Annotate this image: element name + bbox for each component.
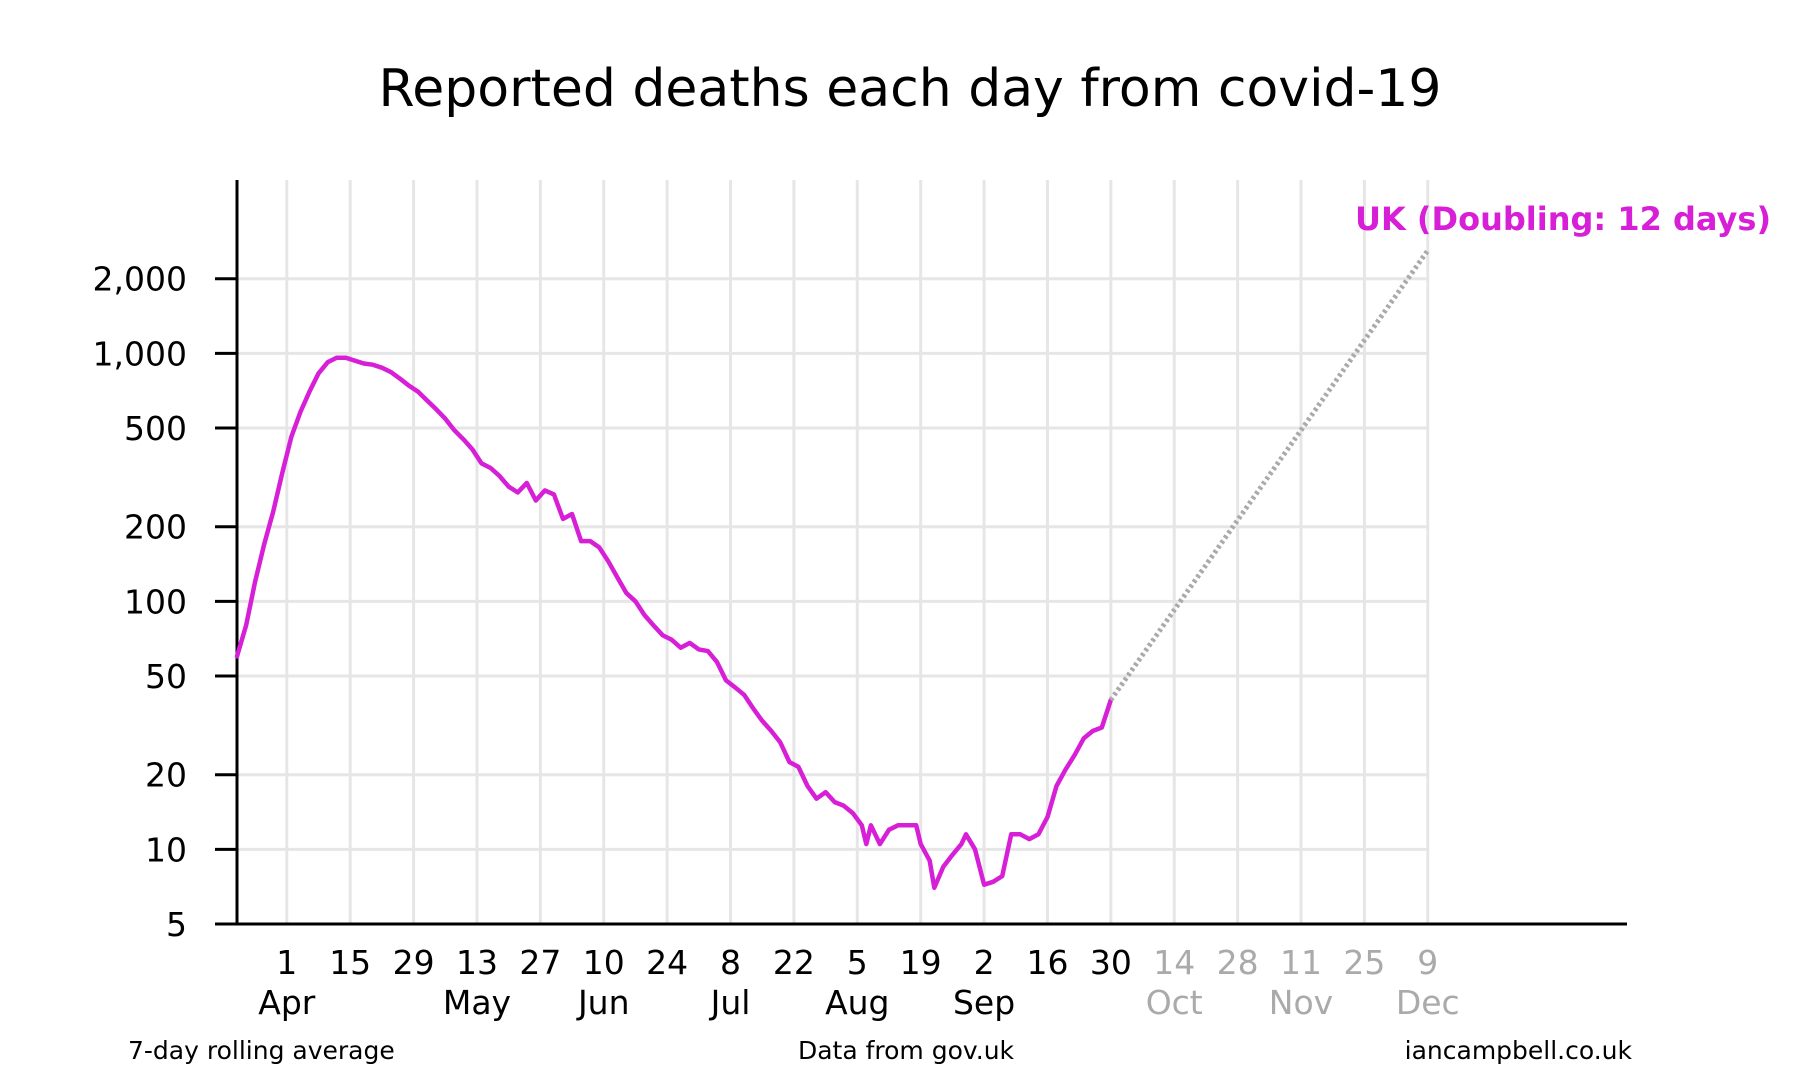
x-tick-day-label: 29 (393, 943, 435, 982)
x-tick-day-label: 22 (773, 943, 815, 982)
footer-data-source: Data from gov.uk (798, 1036, 1015, 1065)
y-tick-label: 10 (145, 830, 187, 869)
footer-rolling-average: 7-day rolling average (128, 1036, 395, 1065)
series-line-uk (234, 355, 1114, 891)
footer-site: iancampbell.co.uk (1405, 1036, 1633, 1065)
x-tick-month-label: Sep (953, 983, 1015, 1022)
axes (235, 180, 1627, 926)
x-tick-day-label: 8 (720, 943, 741, 982)
y-tick-label: 5 (166, 905, 187, 944)
series-label-uk: UK (Doubling: 12 days) (1355, 200, 1771, 238)
x-tick-day-label: 9 (1417, 943, 1438, 982)
y-tick-label: 50 (145, 657, 187, 696)
x-tick-month-label: Apr (258, 983, 316, 1022)
x-tick-month-label: Dec (1396, 983, 1460, 1022)
chart-title: Reported deaths each day from covid-19 (379, 59, 1442, 119)
x-tick-month-label: Aug (825, 983, 889, 1022)
x-tick-day-label: 15 (329, 943, 371, 982)
x-tick-day-label: 19 (900, 943, 942, 982)
x-tick-day-label: 5 (847, 943, 868, 982)
x-tick-day-label: 1 (276, 943, 297, 982)
x-tick-day-label: 10 (583, 943, 625, 982)
y-tick-label: 20 (145, 756, 187, 795)
y-tick-label: 2,000 (93, 260, 187, 299)
y-tick-label: 1,000 (93, 334, 187, 373)
x-tick-month-label: Jul (709, 983, 751, 1022)
grid (237, 180, 1430, 924)
x-tick-day-label: 14 (1153, 943, 1195, 982)
y-tick-label: 200 (124, 508, 187, 547)
x-tick-day-label: 25 (1343, 943, 1385, 982)
x-tick-day-label: 13 (456, 943, 498, 982)
x-tick-day-label: 2 (974, 943, 995, 982)
x-tick-day-label: 16 (1026, 943, 1068, 982)
y-axis-ticks: 5 10 20 50 100 200 500 1,000 2,000 (93, 260, 237, 944)
x-tick-month-label: Jun (576, 983, 630, 1022)
x-tick-day-label: 27 (519, 943, 561, 982)
x-tick-month-label: Oct (1146, 983, 1203, 1022)
series-line-projection (1108, 248, 1430, 702)
series (234, 248, 1430, 891)
x-tick-month-label: Nov (1269, 983, 1333, 1022)
x-tick-month-label: May (443, 983, 511, 1022)
x-tick-day-label: 30 (1090, 943, 1132, 982)
y-tick-label: 100 (124, 582, 187, 621)
x-tick-day-label: 28 (1217, 943, 1259, 982)
y-tick-label: 500 (124, 409, 187, 448)
x-tick-day-label: 11 (1280, 943, 1322, 982)
x-tick-day-label: 24 (646, 943, 688, 982)
